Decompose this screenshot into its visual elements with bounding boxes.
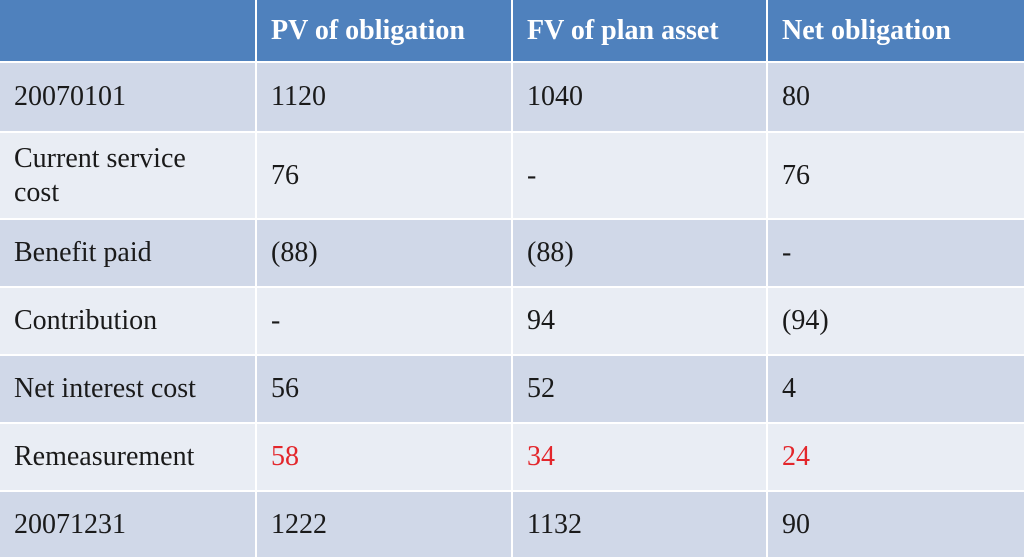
row-label: 20071231 [0, 492, 255, 557]
table-cell: 56 [257, 356, 511, 422]
table-cell: 76 [257, 133, 511, 218]
row-label: Net interest cost [0, 356, 255, 422]
table-cell: 90 [768, 492, 1024, 557]
table-cell: 34 [513, 424, 766, 490]
table-cell: 94 [513, 288, 766, 354]
table-cell: (94) [768, 288, 1024, 354]
table-cell: 52 [513, 356, 766, 422]
table-cell: - [513, 133, 766, 218]
table-cell: 24 [768, 424, 1024, 490]
table-cell: 1120 [257, 63, 511, 131]
table-cell: - [257, 288, 511, 354]
row-label: Contribution [0, 288, 255, 354]
table-cell: - [768, 220, 1024, 286]
row-label: Current service cost [0, 133, 255, 218]
row-label: 20070101 [0, 63, 255, 131]
table-cell: 58 [257, 424, 511, 490]
row-label: Remeasurement [0, 424, 255, 490]
column-header: FV of plan asset [513, 0, 766, 61]
row-label: Benefit paid [0, 220, 255, 286]
table-cell: 1132 [513, 492, 766, 557]
table-cell: 1222 [257, 492, 511, 557]
table-cell: (88) [257, 220, 511, 286]
table-cell: (88) [513, 220, 766, 286]
table-cell: 80 [768, 63, 1024, 131]
header-corner [0, 0, 255, 61]
table-cell: 76 [768, 133, 1024, 218]
column-header: Net obligation [768, 0, 1024, 61]
column-header: PV of obligation [257, 0, 511, 61]
table-cell: 4 [768, 356, 1024, 422]
table-cell: 1040 [513, 63, 766, 131]
